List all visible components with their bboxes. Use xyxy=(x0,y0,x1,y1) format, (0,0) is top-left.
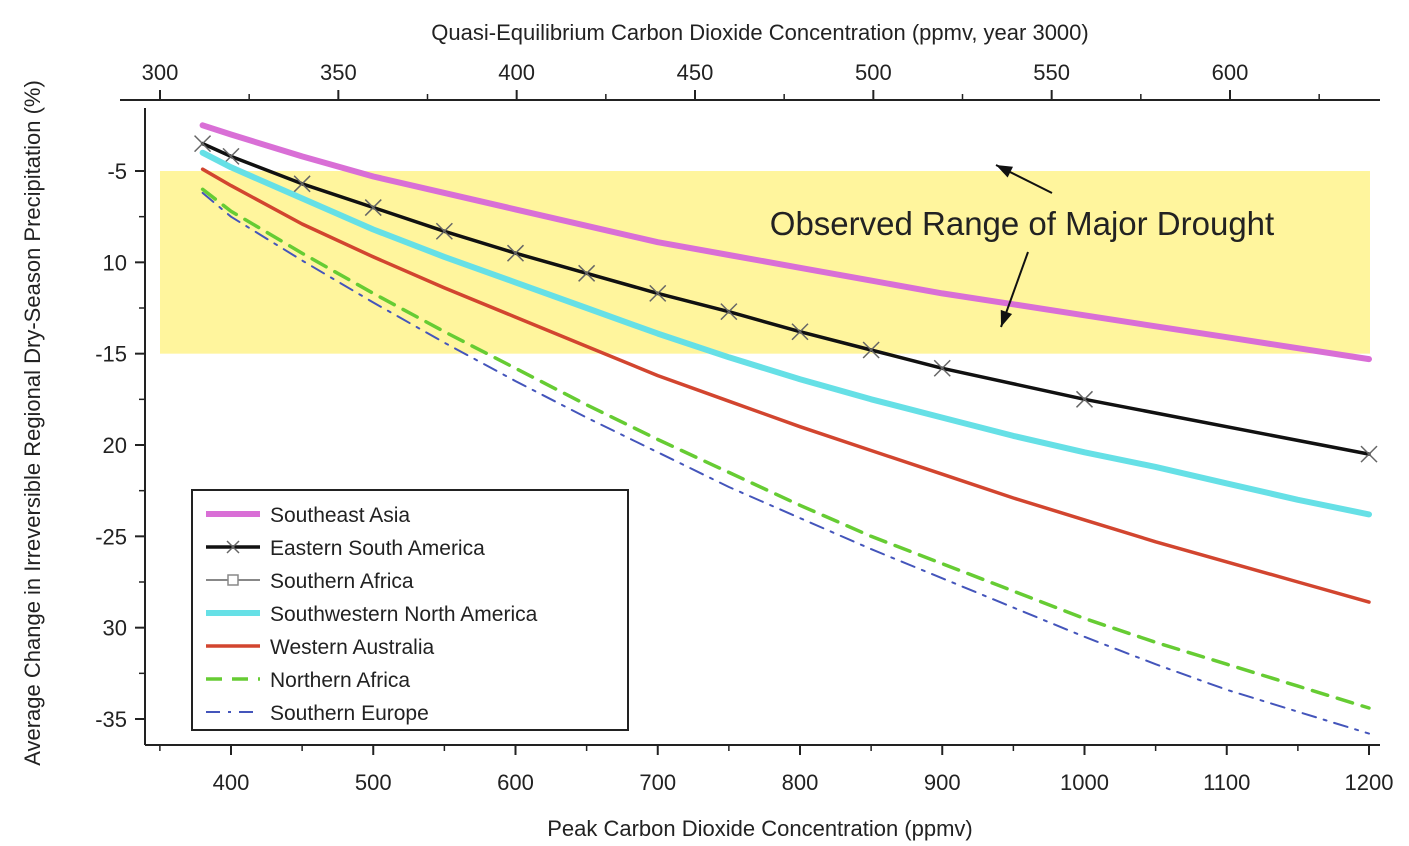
series-point-1 xyxy=(1360,445,1378,463)
x-tick-label: 400 xyxy=(213,770,250,795)
series-point-1 xyxy=(649,284,667,302)
x-tick-label: 600 xyxy=(497,770,534,795)
arrow-to-band-top-head xyxy=(996,165,1013,178)
legend-marker-2 xyxy=(227,574,239,586)
x-tick-label: 1200 xyxy=(1345,770,1394,795)
series-point-1 xyxy=(293,175,311,193)
top-tick-label: 300 xyxy=(142,60,179,85)
series-point-1 xyxy=(1075,390,1094,408)
series-line-5 xyxy=(200,187,1371,710)
series-line-4 xyxy=(200,167,1371,604)
axes-layer: 400 500 600 700 800 900 1000 1100 1200 300 350 400 4… xyxy=(20,20,1393,841)
series-line-6 xyxy=(201,191,1370,735)
y-tick-label: -35 xyxy=(95,707,127,732)
top-tick-label: 500 xyxy=(855,60,892,85)
x-tick-label: 900 xyxy=(924,770,961,795)
series-line-3 xyxy=(199,149,1372,518)
annotation-layer: Observed Range of Major Drought xyxy=(770,164,1274,328)
series-point-1 xyxy=(364,199,382,217)
y-tick-label: -5 xyxy=(107,159,127,184)
top-tick-label: 350 xyxy=(320,60,357,85)
top-tick-label: 450 xyxy=(677,60,714,85)
x-tick-label: 800 xyxy=(782,770,819,795)
legend-label-0: Southeast Asia xyxy=(270,504,410,527)
legend-label-1: Eastern South America xyxy=(270,537,485,560)
legend-label-5: Northern Africa xyxy=(270,669,410,692)
legend-marker-1 xyxy=(226,540,240,554)
x-tick-label: 700 xyxy=(639,770,676,795)
legend-label-3: Southwestern North America xyxy=(270,603,538,626)
series-point-1 xyxy=(435,222,453,240)
y-axis-title: Average Change in Irreversible Regional … xyxy=(20,80,45,766)
legend-label-2: Southern Africa xyxy=(270,570,414,593)
x-tick-label: 500 xyxy=(355,770,392,795)
x-axis-title: Peak Carbon Dioxide Concentration (ppmv) xyxy=(547,816,973,841)
series-point-1 xyxy=(578,264,596,282)
series-point-1 xyxy=(862,341,880,359)
series-point-1 xyxy=(506,244,525,262)
y-tick-label: 30 xyxy=(103,616,127,641)
series-point-1 xyxy=(720,303,738,321)
x-tick-label: 1100 xyxy=(1203,770,1250,795)
top-tick-label: 550 xyxy=(1033,60,1070,85)
x-tick-label: 1000 xyxy=(1060,770,1109,795)
legend-label-6: Southern Europe xyxy=(270,702,429,725)
legend-label-4: Western Australia xyxy=(270,636,435,659)
legend: Southeast Asia Eastern South America South… xyxy=(191,489,629,731)
series-point-1 xyxy=(933,359,951,377)
series-line-0 xyxy=(199,122,1372,363)
series-point-1 xyxy=(194,135,212,153)
legend-box xyxy=(191,489,629,731)
y-tick-label: 10 xyxy=(103,250,127,275)
top-tick-label: 600 xyxy=(1212,60,1249,85)
series-layer xyxy=(194,122,1378,735)
top-axis-title: Quasi-Equilibrium Carbon Dioxide Concent… xyxy=(431,20,1088,45)
y-tick-label: -15 xyxy=(95,342,127,367)
series-point-1 xyxy=(791,323,809,341)
top-tick-label: 400 xyxy=(498,60,535,85)
y-tick-label: 20 xyxy=(103,433,127,458)
series-line-1 xyxy=(200,141,1371,456)
band-annotation-label: Observed Range of Major Drought xyxy=(770,205,1274,242)
arrow-to-band-bottom-head xyxy=(1000,309,1013,327)
y-tick-label: -25 xyxy=(95,524,127,549)
